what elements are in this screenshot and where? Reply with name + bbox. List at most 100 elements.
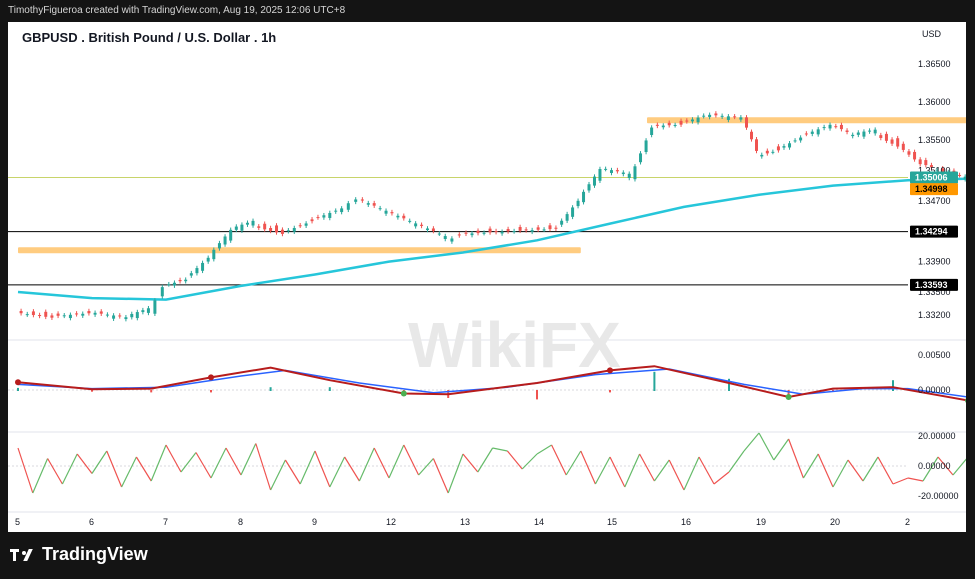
- candle-body: [229, 229, 233, 241]
- oscillator-segment: [106, 450, 123, 488]
- resistance-zone: [647, 117, 966, 124]
- candle-body: [571, 207, 575, 217]
- oscillator-segment: [462, 453, 479, 473]
- oscillator-segment: [403, 444, 420, 476]
- oscillator-segment: [907, 477, 924, 482]
- candle-body: [554, 227, 558, 229]
- candle-body: [810, 131, 814, 134]
- candle-body: [500, 231, 504, 234]
- time-tick-label: 9: [312, 517, 317, 527]
- candle-body: [184, 279, 188, 282]
- candle-body: [167, 284, 171, 286]
- candle-body: [366, 203, 370, 205]
- chart-svg: WikiFX 1.36500 1.36000 1.35500 1.35100 1.3470…: [8, 29, 966, 527]
- oscillator-segment: [477, 447, 494, 473]
- candle-body: [958, 174, 962, 176]
- candle-body: [750, 131, 753, 140]
- candle-body: [816, 129, 820, 135]
- candle-body: [172, 282, 176, 286]
- macd-tick-label: 0.00000: [918, 385, 951, 395]
- oscillator-segment: [506, 450, 523, 470]
- price-tag-label: 1.33593: [915, 280, 948, 290]
- candle-body: [31, 311, 35, 316]
- candle-body: [240, 224, 244, 231]
- currency-label: USD: [922, 29, 942, 39]
- macd-histogram-bar: [150, 390, 153, 393]
- candle-body: [178, 279, 182, 282]
- time-tick-label: 5: [15, 517, 20, 527]
- time-tick-label: 12: [386, 517, 396, 527]
- macd-histogram-bar: [328, 387, 331, 391]
- time-tick-label: 2: [905, 517, 910, 527]
- price-tag: [910, 183, 958, 196]
- oscillator-segment: [653, 459, 670, 482]
- candle-body: [702, 115, 706, 117]
- attribution-bar: TimothyFigueroa created with TradingView…: [0, 0, 975, 22]
- candle-body: [212, 249, 216, 260]
- candle-body: [845, 130, 849, 132]
- macd-cross-dot: [400, 390, 407, 397]
- oscillator-segment: [817, 453, 834, 488]
- candle-body: [834, 126, 838, 128]
- candle-body: [644, 140, 648, 153]
- candle-body: [760, 154, 764, 157]
- candle-body: [565, 214, 569, 221]
- candle-body: [346, 203, 350, 210]
- candle-body: [217, 243, 221, 249]
- price-tick-label: 1.34700: [918, 196, 951, 206]
- candle-body: [793, 140, 797, 142]
- macd-histogram-bar: [536, 390, 538, 400]
- candle-body: [673, 124, 677, 126]
- oscillator-segment: [344, 456, 360, 482]
- oscillator-tick-label: 20.00000: [918, 431, 956, 441]
- footer-bar: TradingView: [0, 532, 975, 579]
- time-tick-label: 6: [89, 517, 94, 527]
- tradingview-brand[interactable]: TradingView: [10, 544, 148, 565]
- chart-title: GBPUSD . British Pound / U.S. Dollar . 1…: [22, 30, 277, 45]
- candle-body: [733, 116, 737, 118]
- candle-body: [334, 210, 338, 212]
- macd-histogram-bar: [91, 390, 93, 392]
- candle-body: [384, 210, 388, 214]
- oscillator-segment: [952, 458, 966, 476]
- oscillator-segment: [492, 447, 508, 452]
- candle-body: [650, 127, 654, 135]
- candle-body: [146, 308, 150, 313]
- candle-body: [587, 184, 591, 191]
- candle-body: [851, 134, 855, 137]
- candle-body: [251, 220, 255, 226]
- candle-body: [280, 229, 284, 234]
- price-tick-label: 1.35100: [918, 165, 951, 175]
- time-tick-label: 20: [830, 517, 840, 527]
- oscillator-segment: [91, 450, 108, 474]
- candle-body: [25, 314, 29, 316]
- oscillator-segment: [937, 456, 954, 476]
- oscillator-segment: [832, 459, 849, 488]
- candle-body: [340, 208, 344, 213]
- candle-body: [739, 117, 743, 120]
- oscillator-segment: [195, 452, 212, 479]
- candle-body: [354, 199, 358, 202]
- candle-body: [592, 176, 596, 186]
- price-tag-label: 1.34294: [915, 227, 948, 237]
- candle-body: [929, 165, 933, 168]
- candle-body: [304, 223, 308, 226]
- candle-body: [560, 220, 564, 225]
- oscillator-segment: [847, 459, 864, 482]
- candle-body: [604, 168, 608, 170]
- candle-body: [257, 226, 261, 228]
- price-tick-label: 1.36500: [918, 59, 951, 69]
- oscillator-segment: [580, 450, 596, 485]
- macd-cross-dot: [965, 398, 966, 403]
- candle-body: [512, 231, 516, 233]
- oscillator-segment: [373, 447, 390, 479]
- macd-histogram-bar: [609, 390, 611, 393]
- oscillator-segment: [788, 438, 804, 479]
- oscillator-segment: [551, 444, 567, 476]
- oscillator-segment: [609, 456, 626, 488]
- candle-body: [135, 312, 139, 319]
- candle-body: [862, 131, 866, 137]
- candle-body: [679, 120, 683, 125]
- candle-body: [443, 236, 447, 240]
- candle-body: [782, 146, 786, 148]
